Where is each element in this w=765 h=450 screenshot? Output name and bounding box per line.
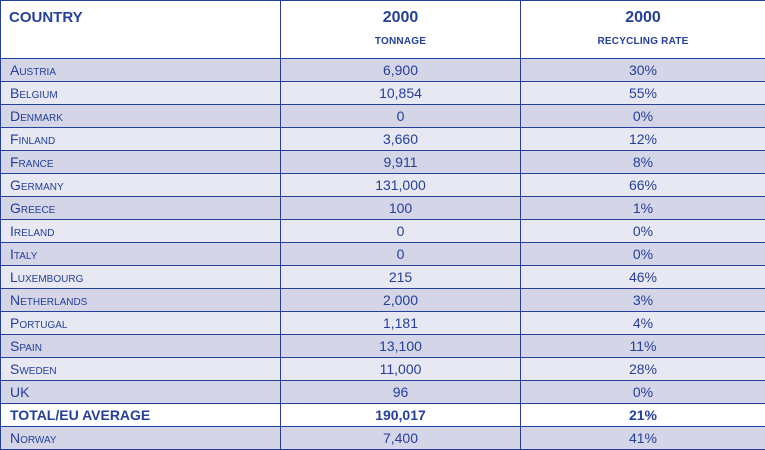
tonnage-cell: 13,100 [281, 335, 521, 358]
rate-cell: 11% [521, 335, 765, 358]
country-cell: Sweden [1, 358, 281, 381]
rate-cell: 0% [521, 105, 765, 128]
country-cell: Finland [1, 128, 281, 151]
rate-header-year: 2000 [521, 9, 765, 27]
tonnage-header-sub: TONNAGE [281, 36, 520, 47]
country-cell: Greece [1, 197, 281, 220]
country-cell: Germany [1, 174, 281, 197]
tonnage-header-year: 2000 [281, 9, 520, 27]
header-row: COUNTRY 2000 TONNAGE 2000 RECYCLING RATE [1, 1, 765, 59]
rate-cell: 30% [521, 59, 765, 82]
tonnage-cell: 131,000 [281, 174, 521, 197]
tonnage-cell: 7,400 [281, 427, 521, 450]
country-cell: Austria [1, 59, 281, 82]
country-column-header: COUNTRY [1, 1, 281, 59]
rate-cell: 28% [521, 358, 765, 381]
tonnage-cell: 215 [281, 266, 521, 289]
tonnage-cell: 10,854 [281, 82, 521, 105]
rate-cell: 0% [521, 243, 765, 266]
tonnage-cell: 190,017 [281, 404, 521, 427]
tonnage-cell: 100 [281, 197, 521, 220]
rate-cell: 4% [521, 312, 765, 335]
rate-cell: 3% [521, 289, 765, 312]
rate-cell: 46% [521, 266, 765, 289]
country-cell: TOTAL/EU AVERAGE [1, 404, 281, 427]
country-cell: Portugal [1, 312, 281, 335]
country-cell: Netherlands [1, 289, 281, 312]
rate-cell: 41% [521, 427, 765, 450]
rate-cell: 21% [521, 404, 765, 427]
country-header-label: COUNTRY [9, 9, 83, 26]
tonnage-cell: 0 [281, 105, 521, 128]
rate-cell: 55% [521, 82, 765, 105]
country-cell: Belgium [1, 82, 281, 105]
tonnage-cell: 11,000 [281, 358, 521, 381]
rate-cell: 0% [521, 220, 765, 243]
country-cell: Norway [1, 427, 281, 450]
rate-cell: 1% [521, 197, 765, 220]
country-cell: Luxembourg [1, 266, 281, 289]
country-cell: Denmark [1, 105, 281, 128]
country-cell: Ireland [1, 220, 281, 243]
tonnage-cell: 1,181 [281, 312, 521, 335]
rate-cell: 0% [521, 381, 765, 404]
country-cell: France [1, 151, 281, 174]
rate-cell: 66% [521, 174, 765, 197]
rate-column-header: 2000 RECYCLING RATE [521, 1, 765, 59]
rate-cell: 8% [521, 151, 765, 174]
tonnage-cell: 0 [281, 220, 521, 243]
tonnage-column-header: 2000 TONNAGE [281, 1, 521, 59]
rate-header-sub: RECYCLING RATE [521, 36, 765, 47]
country-cell: Italy [1, 243, 281, 266]
tonnage-cell: 6,900 [281, 59, 521, 82]
rate-cell: 12% [521, 128, 765, 151]
tonnage-cell: 0 [281, 243, 521, 266]
country-cell: UK [1, 381, 281, 404]
country-cell: Spain [1, 335, 281, 358]
tonnage-cell: 96 [281, 381, 521, 404]
tonnage-cell: 9,911 [281, 151, 521, 174]
tonnage-cell: 3,660 [281, 128, 521, 151]
tonnage-cell: 2,000 [281, 289, 521, 312]
